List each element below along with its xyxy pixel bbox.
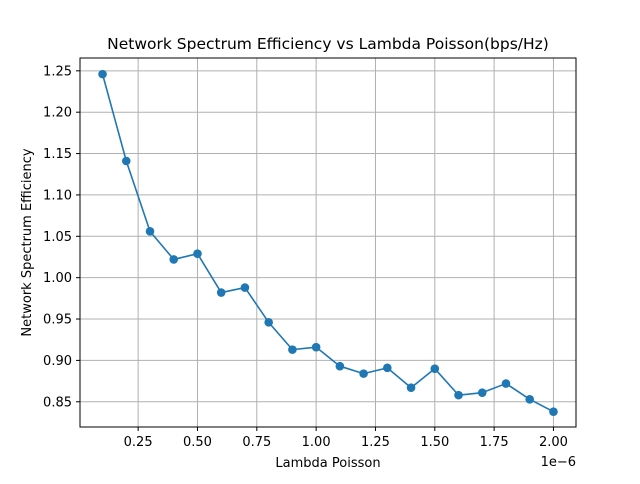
data-point [359, 369, 368, 378]
data-point [145, 227, 155, 236]
x-tick-label: 2.00 [539, 435, 568, 450]
y-axis-ticks: 0.85 0.90 0.95 1.00 1.05 1.10 1.15 1.20 1.25 [43, 64, 80, 410]
x-tick-label: 0.75 [242, 435, 271, 450]
x-tick-label: 1.00 [302, 435, 331, 450]
data-point [98, 69, 107, 79]
y-tick-label: 0.95 [43, 313, 72, 328]
plot-frame [79, 57, 577, 428]
x-tick-label: 0.25 [124, 435, 153, 450]
data-point [383, 363, 392, 373]
grid-lines [80, 58, 576, 427]
x-tick-label: 1.75 [480, 435, 509, 450]
y-tick-label: 1.15 [43, 147, 72, 162]
y-tick-label: 1.05 [43, 230, 72, 245]
data-point [240, 283, 250, 292]
x-axis-ticks: 0.25 0.50 0.75 1.00 1.25 1.50 1.75 2.00 [124, 427, 568, 450]
y-tick-label: 1.25 [43, 64, 72, 79]
data-point [549, 407, 558, 416]
data-point [406, 383, 416, 393]
data-point [216, 288, 226, 297]
data-point [264, 318, 273, 327]
x-axis-offset-text: 1e−6 [541, 455, 576, 470]
data-point [454, 390, 463, 400]
x-tick-label: 1.50 [420, 435, 449, 450]
x-axis-label: Lambda Poisson [275, 456, 380, 471]
x-tick-label: 0.50 [183, 435, 212, 450]
data-point [525, 394, 535, 404]
y-tick-label: 1.20 [43, 106, 72, 121]
y-tick-label: 1.10 [43, 188, 72, 203]
data-point [430, 364, 440, 373]
x-tick-label: 1.25 [361, 435, 390, 450]
data-point [311, 342, 321, 352]
data-series [98, 69, 558, 416]
data-point [193, 249, 202, 258]
data-point [288, 345, 297, 354]
y-tick-label: 1.00 [43, 271, 72, 286]
data-point [501, 379, 511, 388]
y-tick-label: 0.85 [43, 395, 72, 410]
data-point [477, 388, 487, 397]
y-tick-label: 0.90 [43, 354, 72, 369]
data-point [335, 361, 345, 371]
y-axis-label: Network Spectrum Efficiency [20, 148, 35, 336]
data-point [121, 156, 131, 166]
data-point [169, 255, 179, 264]
chart-title: Network Spectrum Efficiency vs Lambda Po… [107, 35, 549, 53]
